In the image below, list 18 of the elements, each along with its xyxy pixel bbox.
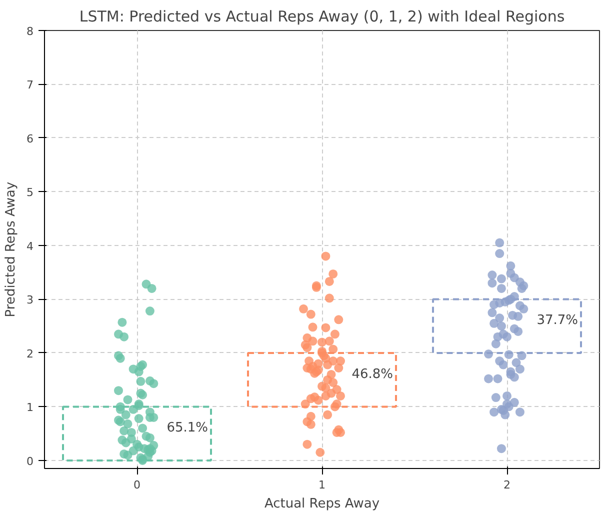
- x-tick-label: 2: [504, 478, 510, 492]
- y-tick-label: 7: [26, 78, 34, 92]
- y-tick-label: 0: [26, 454, 34, 468]
- y-tick-label: 4: [26, 240, 34, 253]
- y-tick-label: 5: [26, 186, 34, 200]
- x-axis-title: Actual Reps Away: [264, 496, 380, 512]
- y-tick-label: 1: [26, 401, 34, 414]
- x-tick-label: 0: [134, 478, 140, 492]
- annotation: 37.7%: [536, 313, 578, 328]
- y-tick-label: 8: [26, 25, 34, 38]
- y-tick-label: 3: [26, 294, 34, 307]
- annotation: 46.8%: [352, 366, 394, 382]
- chart-title: LSTM: Predicted vs Actual Reps Away (0, 1, 2) with Ideal Regions: [79, 8, 565, 26]
- y-tick-label: 2: [26, 347, 34, 360]
- x-tick-label: 1: [318, 478, 326, 492]
- y-tick-label: 6: [26, 132, 34, 146]
- y-axis-title: Predicted Reps Away: [4, 181, 18, 318]
- annotation: 65.1%: [166, 420, 208, 436]
